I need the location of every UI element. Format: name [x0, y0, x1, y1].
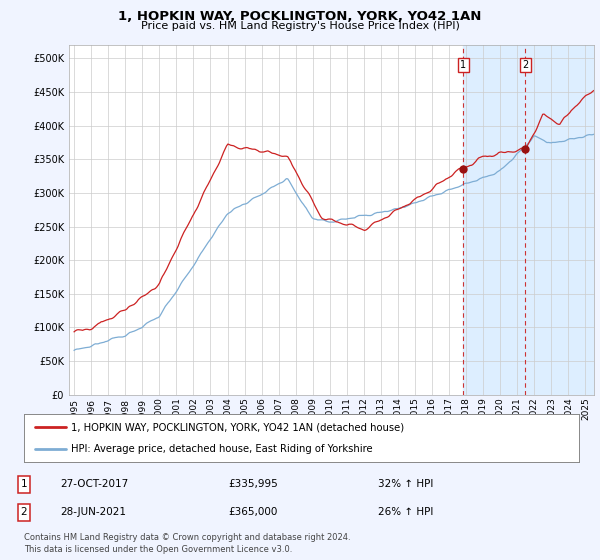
Text: 1, HOPKIN WAY, POCKLINGTON, YORK, YO42 1AN: 1, HOPKIN WAY, POCKLINGTON, YORK, YO42 1… — [118, 10, 482, 23]
Text: HPI: Average price, detached house, East Riding of Yorkshire: HPI: Average price, detached house, East… — [71, 444, 373, 454]
Bar — [463, 45, 526, 395]
Text: £335,995: £335,995 — [228, 479, 278, 489]
Bar — [526, 45, 594, 395]
Text: 1, HOPKIN WAY, POCKLINGTON, YORK, YO42 1AN (detached house): 1, HOPKIN WAY, POCKLINGTON, YORK, YO42 1… — [71, 422, 404, 432]
Text: 2: 2 — [523, 60, 529, 70]
Text: 32% ↑ HPI: 32% ↑ HPI — [378, 479, 433, 489]
Text: Contains HM Land Registry data © Crown copyright and database right 2024.
This d: Contains HM Land Registry data © Crown c… — [24, 533, 350, 554]
Text: 26% ↑ HPI: 26% ↑ HPI — [378, 507, 433, 517]
Text: £365,000: £365,000 — [228, 507, 277, 517]
Text: 27-OCT-2017: 27-OCT-2017 — [60, 479, 128, 489]
Text: 1: 1 — [20, 479, 28, 489]
Text: Price paid vs. HM Land Registry's House Price Index (HPI): Price paid vs. HM Land Registry's House … — [140, 21, 460, 31]
Text: 1: 1 — [460, 60, 466, 70]
Text: 28-JUN-2021: 28-JUN-2021 — [60, 507, 126, 517]
Text: 2: 2 — [20, 507, 28, 517]
